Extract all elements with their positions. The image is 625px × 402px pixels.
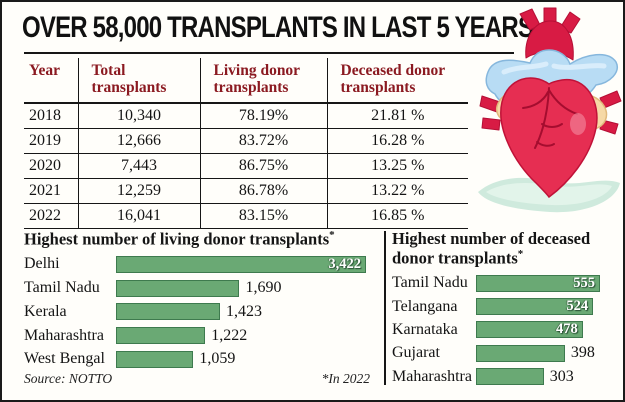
bar-value: 398 [570, 344, 595, 362]
bar-value: 1,690 [245, 279, 282, 297]
cell-year: 2018 [24, 102, 79, 129]
col-header-total: Total transplants [78, 58, 201, 104]
bar-value: 1,059 [199, 350, 236, 368]
footnote-mark: * [517, 248, 524, 261]
cell-total: 12,259 [78, 178, 201, 204]
bar: 1,423 [116, 303, 220, 321]
bar-track: 478 478 [476, 321, 600, 339]
bar: 478 [476, 321, 583, 339]
cell-living: 83.72% [200, 128, 328, 154]
chart-title: Highest number of deceased donor transpl… [392, 229, 591, 268]
bar-label: Telangana [392, 297, 458, 315]
bar-track: 398 398 [476, 344, 600, 362]
cell-living: 83.15% [200, 203, 328, 229]
bar: 524 [476, 298, 594, 316]
cell-deceased: 21.81 % [327, 102, 468, 129]
bar-row: Telangana 524 524 [392, 295, 623, 318]
bar-row: West Bengal 1,059 1,059 [24, 347, 372, 371]
cell-total: 16,041 [78, 203, 201, 229]
bar-label: Tamil Nadu [24, 279, 100, 297]
cell-living: 78.19% [200, 102, 328, 129]
title-underline [24, 52, 514, 54]
living-donor-chart: Highest number of living donor transplan… [24, 229, 372, 371]
cell-year: 2019 [24, 128, 79, 154]
cell-total: 12,666 [78, 128, 201, 154]
table-row-2018: 2018 10,340 78.19% 21.81 % [24, 102, 468, 129]
bar-label: Maharashtra [392, 367, 472, 385]
bar-track: 1,222 1,222 [116, 327, 366, 345]
bar-row: Maharashtra 303 303 [392, 365, 623, 388]
bar-value: 3,422 [328, 255, 361, 272]
bar: 1,059 [116, 350, 194, 368]
bar-track: 1,423 1,423 [116, 303, 366, 321]
table-row-2020: 2020 7,443 86.75% 13.25 % [24, 153, 468, 179]
bar-label: West Bengal [24, 350, 105, 368]
bar: 1,222 [116, 327, 206, 345]
bar-label: Karnataka [392, 320, 458, 338]
bar: 398 [476, 344, 565, 362]
cell-year: 2020 [24, 153, 79, 179]
bar: 3,422 [116, 255, 366, 273]
bar-row: Maharashtra 1,222 1,222 [24, 324, 372, 348]
cell-total: 10,340 [78, 102, 201, 129]
col-header-living: Living donor transplants [200, 58, 328, 104]
bar-row: Karnataka 478 478 [392, 318, 623, 341]
bar-track: 524 524 [476, 298, 600, 316]
bar: 555 [476, 274, 600, 292]
bar-value: 524 [566, 298, 589, 315]
bar: 303 [476, 368, 544, 386]
bar-row: Gujarat 398 398 [392, 342, 623, 365]
heart-illustration [478, 7, 622, 213]
table-header-row: Year Total transplants Living donor tran… [24, 58, 468, 104]
bar-row: Kerala 1,423 1,423 [24, 300, 372, 324]
col-header-year: Year [24, 58, 79, 104]
cell-year: 2021 [24, 178, 79, 204]
footnote: *In 2022 [321, 371, 370, 386]
page-title: OVER 58,000 TRANSPLANTS IN LAST 5 YEARS [22, 11, 534, 44]
cell-deceased: 16.28 % [327, 128, 468, 154]
bar-label: Kerala [24, 302, 67, 320]
footer: Source: NOTTO *In 2022 [24, 371, 370, 387]
source-note: Source: NOTTO [24, 371, 113, 386]
bar-row: Tamil Nadu 555 555 [392, 272, 623, 295]
bar-label: Maharashtra [24, 326, 104, 344]
cell-living: 86.78% [200, 178, 328, 204]
cell-deceased: 16.85 % [327, 203, 468, 229]
cell-deceased: 13.22 % [327, 178, 468, 204]
bar-track: 555 555 [476, 274, 600, 292]
bar: 1,690 [116, 279, 240, 297]
table-row-2019: 2019 12,666 83.72% 16.28 % [24, 128, 468, 154]
bar-track: 1,690 1,690 [116, 279, 366, 297]
bar-track: 303 303 [476, 368, 600, 386]
cell-deceased: 13.25 % [327, 153, 468, 179]
bar-value: 1,423 [225, 302, 262, 320]
bar-row: Tamil Nadu 1,690 1,690 [24, 276, 372, 300]
bar-value: 478 [556, 321, 578, 338]
bar-track: 3,422 3,422 [116, 255, 366, 273]
footnote-mark: * [329, 229, 335, 241]
cell-total: 7,443 [78, 153, 201, 179]
bar-label: Tamil Nadu [392, 274, 468, 292]
bar-value: 555 [573, 274, 595, 291]
bar-value: 303 [549, 367, 574, 385]
cell-year: 2022 [24, 203, 79, 229]
bar-label: Delhi [24, 255, 60, 273]
table-row-2022: 2022 16,041 83.15% 16.85 % [24, 203, 468, 229]
bar-row: Delhi 3,422 3,422 [24, 253, 372, 277]
col-header-deceased: Deceased donor transplants [327, 58, 468, 104]
cell-living: 86.75% [200, 153, 328, 179]
chart-title: Highest number of living donor transplan… [24, 229, 335, 249]
table-row-2021: 2021 12,259 86.78% 13.22 % [24, 178, 468, 204]
bar-track: 1,059 1,059 [116, 350, 366, 368]
deceased-donor-chart: Highest number of deceased donor transpl… [392, 229, 623, 388]
chart-section-divider [384, 231, 386, 385]
bar-value: 1,222 [211, 326, 248, 344]
bar-label: Gujarat [392, 344, 440, 362]
transplant-stats-table: Year Total transplants Living donor tran… [24, 58, 468, 229]
